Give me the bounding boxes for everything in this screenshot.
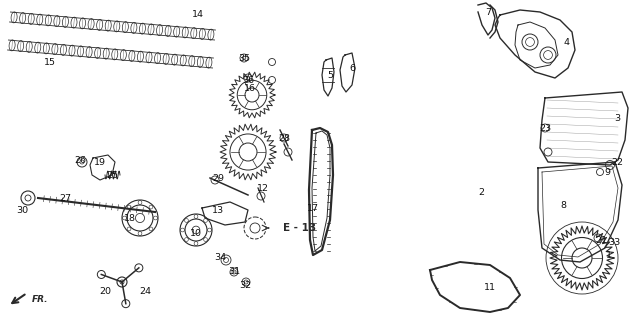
Text: 10: 10 <box>190 228 202 237</box>
Text: 23: 23 <box>539 124 551 132</box>
Text: 25: 25 <box>106 171 118 180</box>
Text: 33: 33 <box>608 237 620 246</box>
Text: FR.: FR. <box>32 295 49 305</box>
Text: 35: 35 <box>238 53 250 62</box>
Text: 20: 20 <box>99 287 111 297</box>
Text: 12: 12 <box>257 183 269 193</box>
Text: 36: 36 <box>242 76 254 84</box>
Text: 16: 16 <box>244 84 256 92</box>
Text: 17: 17 <box>307 204 319 212</box>
Text: 34: 34 <box>214 253 226 262</box>
Text: E - 13: E - 13 <box>283 223 316 233</box>
Text: 11: 11 <box>484 284 496 292</box>
Text: 27: 27 <box>59 194 71 203</box>
Text: 19: 19 <box>94 157 106 166</box>
Text: 26: 26 <box>74 156 86 164</box>
Text: 2: 2 <box>478 188 484 196</box>
Text: 29: 29 <box>212 173 224 182</box>
Text: 14: 14 <box>192 10 204 19</box>
Text: 8: 8 <box>560 201 566 210</box>
Text: 5: 5 <box>327 70 333 79</box>
Text: 6: 6 <box>349 63 355 73</box>
Text: 31: 31 <box>228 268 240 276</box>
Text: 24: 24 <box>139 287 151 297</box>
Text: 22: 22 <box>611 157 623 166</box>
Text: 4: 4 <box>563 37 569 46</box>
Text: 18: 18 <box>124 213 136 222</box>
Text: 1: 1 <box>606 252 612 260</box>
Text: 30: 30 <box>16 205 28 214</box>
Text: 32: 32 <box>239 281 251 290</box>
Text: 7: 7 <box>485 7 491 17</box>
Text: 28: 28 <box>278 133 290 142</box>
Text: 3: 3 <box>614 114 620 123</box>
Text: 13: 13 <box>212 205 224 214</box>
Text: 21: 21 <box>595 236 607 244</box>
Text: 9: 9 <box>604 167 610 177</box>
Text: 15: 15 <box>44 58 56 67</box>
